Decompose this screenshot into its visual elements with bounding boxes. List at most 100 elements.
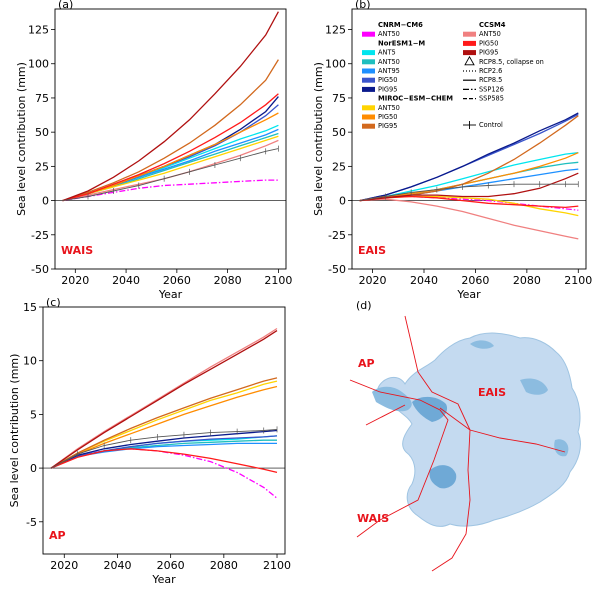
y-axis-label: Sea level contribution (mm) xyxy=(15,62,28,216)
axes-frame xyxy=(351,8,587,270)
y-tick-label: 50 xyxy=(35,126,49,139)
x-tick-label: 2060 xyxy=(461,274,489,287)
region-label: EAIS xyxy=(358,244,386,257)
series-line xyxy=(50,385,278,469)
x-tick-label: 2100 xyxy=(264,274,292,287)
panel-letter: (b) xyxy=(355,0,371,11)
panel-c-ap: 2020 2040 2060 2080 2100 -5 0 5 10 15 Year Sea leve… xyxy=(8,296,291,586)
x-tick-label: 2100 xyxy=(263,559,291,572)
legend-item-label: PIG95 xyxy=(378,122,397,130)
y-tick-label: -50 xyxy=(31,263,49,276)
legend-swatch xyxy=(362,86,375,92)
map-label-ap: AP xyxy=(358,357,375,370)
legend-item-label: ANT50 xyxy=(378,58,400,66)
panel-letter: (a) xyxy=(58,0,73,11)
series-line xyxy=(359,172,579,202)
y-axis-label: Sea level contribution (mm) xyxy=(312,62,325,216)
triangle-icon xyxy=(464,55,475,66)
map-label-eais: EAIS xyxy=(478,386,506,399)
legend-style-label: SSP126 xyxy=(479,85,504,93)
legend-item-label: PIG50 xyxy=(378,113,397,121)
x-tick-label: 2100 xyxy=(564,274,592,287)
region-label: AP xyxy=(49,529,66,542)
legend-swatch xyxy=(362,68,375,74)
series-line xyxy=(50,448,278,474)
legend-item-label: PIG95 xyxy=(479,49,498,57)
panel-letter: (c) xyxy=(46,296,61,309)
axes-frame xyxy=(54,8,287,270)
y-tick-label: 0 xyxy=(42,195,49,208)
antarctica-map-icon xyxy=(349,315,581,572)
x-tick-label: 2060 xyxy=(157,559,185,572)
legend-swatch xyxy=(362,59,375,65)
legend-item-label: ANT50 xyxy=(479,30,501,38)
y-tick-label: -25 xyxy=(328,229,346,242)
series-line xyxy=(62,179,279,202)
y-tick-label: 100 xyxy=(28,58,49,71)
legend-item-label: ANT50 xyxy=(378,30,400,38)
legend-swatch xyxy=(463,50,476,56)
series-line xyxy=(359,198,579,240)
y-tick-label: 125 xyxy=(325,24,346,37)
y-tick-label: 50 xyxy=(332,126,346,139)
legend-swatch xyxy=(362,31,375,37)
y-tick-label: 25 xyxy=(35,160,49,173)
series-line xyxy=(50,428,278,469)
legend-style-label: RCP8.5 xyxy=(479,76,502,84)
series-line xyxy=(359,195,579,209)
y-tick-label: 0 xyxy=(30,462,37,475)
y-tick-label: 15 xyxy=(23,301,37,314)
y-tick-label: -50 xyxy=(328,263,346,276)
legend-swatch xyxy=(362,114,375,120)
legend-group-title: NorESM1−M xyxy=(378,39,425,47)
series-line xyxy=(62,148,279,202)
x-tick-label: 2080 xyxy=(513,274,541,287)
legend-swatch xyxy=(362,105,375,111)
series-line xyxy=(62,11,279,202)
x-tick-label: 2080 xyxy=(210,559,238,572)
legend-swatch xyxy=(362,77,375,83)
legend-style-label: SSP585 xyxy=(479,95,504,103)
panel-a-wais: 2020 2040 2060 2080 2100 -50 -25 0 25 50 75 100 125 Y… xyxy=(15,0,292,301)
series-line xyxy=(62,135,279,202)
legend-swatch xyxy=(362,50,375,56)
legend-group-title: CNRM−CM6 xyxy=(378,21,423,29)
legend-item-label: PIG50 xyxy=(378,76,397,84)
series-line xyxy=(359,152,579,202)
x-axis-label: Year xyxy=(456,288,481,301)
series-line xyxy=(50,429,278,469)
y-tick-label: 75 xyxy=(35,92,49,105)
series-line xyxy=(359,183,579,202)
panel-d-map: (d) AP EAIS WAIS xyxy=(349,299,581,572)
legend-group-title: CCSM4 xyxy=(479,21,506,29)
series-line xyxy=(62,93,279,202)
series-line xyxy=(62,59,279,202)
y-tick-label: -25 xyxy=(31,229,49,242)
series-line xyxy=(50,330,278,469)
y-tick-label: 0 xyxy=(339,195,346,208)
series-line xyxy=(50,327,278,469)
y-tick-label: 125 xyxy=(28,24,49,37)
legend: CNRM−CM6ANT50NorESM1−MANT5ANT50ANT95PIG5… xyxy=(362,21,544,130)
legend-item-label: PIG95 xyxy=(378,85,397,93)
legend-swatch xyxy=(463,40,476,46)
legend-item-label: ANT5 xyxy=(378,49,396,57)
x-axis-label: Year xyxy=(151,573,176,586)
y-axis-label: Sea level contribution (mm) xyxy=(8,354,21,508)
x-tick-label: 2060 xyxy=(163,274,191,287)
region-label: WAIS xyxy=(61,244,93,257)
panel-letter: (d) xyxy=(356,299,372,312)
series-line xyxy=(359,112,579,202)
y-tick-label: 100 xyxy=(325,58,346,71)
x-tick-label: 2020 xyxy=(50,559,78,572)
legend-swatch xyxy=(362,123,375,129)
y-tick-label: 25 xyxy=(332,160,346,173)
legend-item-label: ANT50 xyxy=(378,104,400,112)
legend-control-label: Control xyxy=(479,121,503,129)
panel-b-eais: 2020 2040 2060 2080 2100 -50 -25 0 25 50 75 100 125 Y… xyxy=(312,0,592,301)
x-tick-label: 2080 xyxy=(214,274,242,287)
axes-frame xyxy=(42,306,286,555)
y-tick-label: 5 xyxy=(30,408,37,421)
x-tick-label: 2020 xyxy=(359,274,387,287)
